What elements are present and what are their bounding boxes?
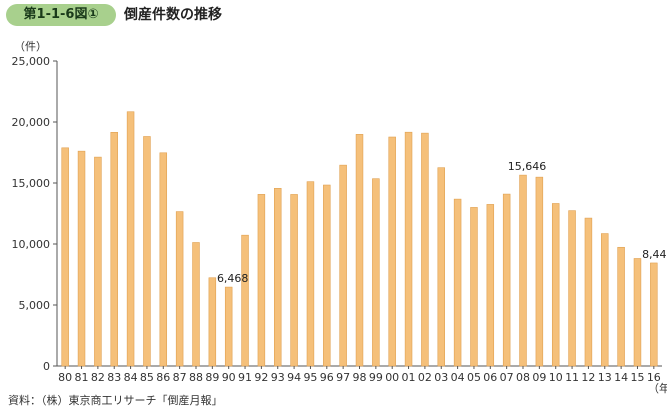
x-tick-label: 93 [271, 371, 285, 384]
bar-01 [404, 131, 413, 367]
data-label: 6,468 [217, 272, 249, 285]
bar-93 [274, 188, 282, 367]
bar-05 [470, 207, 478, 367]
bars [61, 111, 658, 367]
y-tick-label: 10,000 [12, 238, 51, 251]
x-tick-label: 11 [565, 371, 579, 384]
source-note: 資料：（株）東京商工リサーチ「倒産月報」 [8, 394, 223, 407]
y-tick-label: 5,000 [19, 299, 51, 312]
bar-15 [633, 258, 642, 367]
bar-02 [421, 132, 429, 367]
x-tick-label: 95 [303, 371, 317, 384]
x-tick-label: 08 [516, 371, 530, 384]
x-tick-label: 00 [385, 371, 399, 384]
x-tick-label: 87 [173, 371, 187, 384]
x-tick-label: 84 [124, 371, 138, 384]
y-tick-label: 20,000 [12, 116, 51, 129]
bar-84 [126, 111, 135, 367]
x-tick-label: 10 [549, 371, 563, 384]
x-tick-label: 06 [483, 371, 497, 384]
bar-08 [519, 174, 527, 367]
bar-16 [650, 262, 658, 367]
x-tick-label: 86 [156, 371, 170, 384]
chart-title: 倒産件数の推移 [124, 7, 222, 23]
bar-06 [486, 204, 495, 367]
data-labels: 6,468 15,646 8,446 [217, 160, 667, 285]
bar-80 [61, 147, 69, 367]
x-axis-tick-labels: 80 81 82 83 84 85 86 87 88 89 90 91 92 93 94 95 96 97 98 99… [58, 366, 661, 384]
bar-88 [192, 242, 200, 367]
x-tick-label: 91 [238, 371, 252, 384]
x-tick-label: 01 [402, 371, 416, 384]
bar-91 [241, 234, 249, 367]
data-label: 8,446 [642, 248, 667, 261]
x-tick-label: 15 [630, 371, 644, 384]
y-tick-label: 0 [43, 360, 50, 373]
x-tick-label: 99 [369, 371, 383, 384]
x-tick-label: 88 [189, 371, 203, 384]
data-label: 15,646 [508, 160, 547, 173]
y-axis-ticks: 0 5,000 10,000 15,000 20,000 25,000 [12, 55, 57, 373]
bar-10 [551, 203, 560, 367]
bar-90 [224, 286, 233, 367]
y-tick-label: 25,000 [12, 55, 51, 68]
bar-14 [617, 246, 625, 367]
x-tick-label: 16 [647, 371, 661, 384]
x-tick-label: 04 [451, 371, 465, 384]
bar-00 [388, 136, 396, 367]
x-tick-label: 05 [467, 371, 481, 384]
x-tick-label: 13 [598, 371, 612, 384]
bar-09 [535, 176, 544, 367]
x-tick-label: 02 [418, 371, 432, 384]
bar-85 [143, 136, 151, 367]
x-tick-label: 82 [91, 371, 105, 384]
bar-97 [339, 164, 347, 367]
bar-87 [175, 211, 184, 367]
bar-82 [94, 156, 102, 367]
x-tick-label: 92 [254, 371, 268, 384]
x-tick-label: 12 [581, 371, 595, 384]
x-tick-label: 85 [140, 371, 154, 384]
y-axis-label: （件） [14, 40, 47, 53]
bar-95 [306, 181, 315, 367]
figure-number-badge: 第1-1-6図① [6, 4, 116, 26]
bar-12 [584, 217, 593, 367]
x-tick-label: 89 [205, 371, 219, 384]
x-tick-label: 81 [75, 371, 89, 384]
x-tick-label: 96 [320, 371, 334, 384]
bar-99 [372, 178, 380, 367]
bar-07 [502, 193, 511, 367]
x-tick-label: 07 [500, 371, 514, 384]
x-tick-label: 09 [532, 371, 546, 384]
bar-86 [159, 152, 168, 367]
x-tick-label: 98 [353, 371, 367, 384]
x-tick-label: 94 [287, 371, 301, 384]
bar-89 [208, 277, 217, 367]
bar-96 [323, 184, 331, 367]
x-tick-label: 03 [434, 371, 448, 384]
x-tick-label: 80 [58, 371, 72, 384]
x-tick-label: 90 [222, 371, 236, 384]
bar-03 [437, 167, 445, 367]
bar-83 [110, 132, 118, 367]
x-tick-label: 83 [107, 371, 121, 384]
x-tick-label: 14 [614, 371, 628, 384]
x-axis-label: （年） [648, 381, 667, 395]
bar-11 [568, 210, 576, 367]
bar-04 [453, 198, 462, 367]
bar-92 [257, 194, 266, 367]
bar-13 [601, 233, 609, 367]
x-tick-label: 97 [336, 371, 350, 384]
y-tick-label: 15,000 [12, 177, 51, 190]
bar-98 [355, 134, 364, 367]
bar-94 [290, 194, 298, 367]
bar-81 [77, 150, 86, 367]
